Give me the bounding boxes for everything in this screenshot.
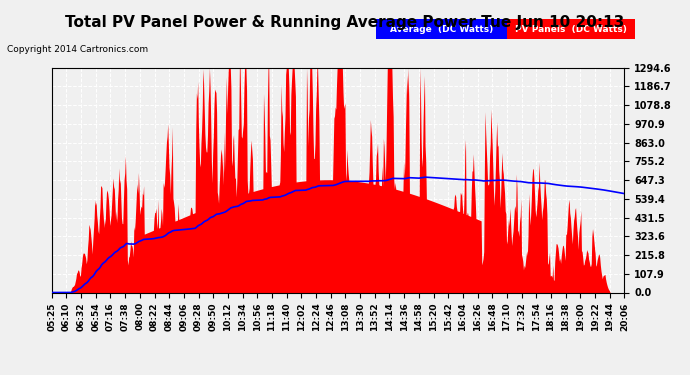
Text: Copyright 2014 Cartronics.com: Copyright 2014 Cartronics.com	[7, 45, 148, 54]
Text: PV Panels  (DC Watts): PV Panels (DC Watts)	[515, 25, 627, 34]
Text: Total PV Panel Power & Running Average Power Tue Jun 10 20:13: Total PV Panel Power & Running Average P…	[66, 15, 624, 30]
Text: Average  (DC Watts): Average (DC Watts)	[390, 25, 493, 34]
